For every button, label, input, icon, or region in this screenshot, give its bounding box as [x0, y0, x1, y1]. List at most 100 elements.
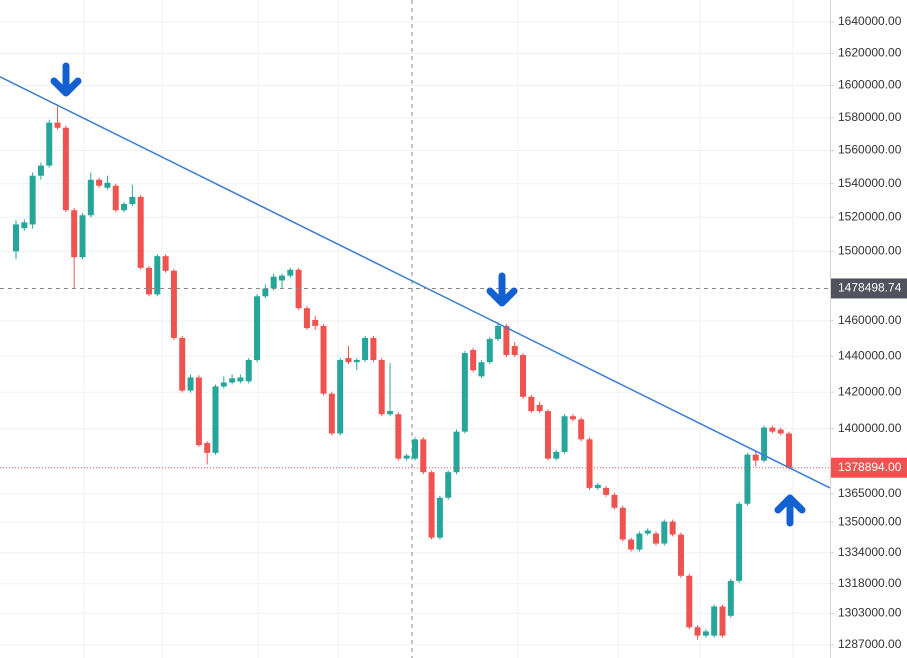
candle-body: [320, 325, 327, 394]
crosshair-price-label: 1478498.74: [838, 281, 902, 295]
candle-body: [204, 443, 211, 453]
candle-body: [586, 439, 593, 488]
candle-body: [520, 355, 527, 397]
candle-body: [145, 267, 152, 295]
candle-body: [362, 337, 369, 361]
candle-body: [594, 484, 601, 488]
price-axis: 1640000.00 1620000.00 1600000.00 1580000.00…: [830, 14, 907, 651]
y-tick-label: 1460000.00: [838, 313, 902, 327]
candle-body: [387, 411, 394, 415]
candle-body: [702, 631, 709, 636]
candle-body: [669, 521, 676, 535]
y-tick-label: 1400000.00: [838, 421, 902, 435]
candle-body: [653, 533, 660, 544]
last-price-box: [831, 457, 907, 478]
candle-body: [661, 521, 668, 544]
candle-body: [353, 360, 360, 363]
candle-body: [270, 276, 277, 289]
candle-body: [237, 377, 244, 382]
y-tick-label: 1580000.00: [838, 110, 902, 124]
candle-body: [619, 507, 626, 540]
candle-body: [303, 308, 310, 329]
y-tick-label: 1440000.00: [838, 348, 902, 362]
candle-body: [711, 606, 718, 636]
y-tick-label: 1287000.00: [838, 637, 902, 651]
candle-body: [295, 269, 302, 309]
candle-body: [37, 165, 44, 176]
candle-body: [62, 127, 69, 211]
candle-body: [694, 627, 701, 636]
candle-body: [569, 416, 576, 420]
candle-body: [786, 433, 792, 468]
candle-body: [777, 429, 784, 434]
y-tick-label: 1600000.00: [838, 78, 902, 92]
down-arrow: [486, 272, 518, 307]
y-tick-label: 1520000.00: [838, 209, 902, 223]
candle-body: [370, 337, 377, 361]
candle-body: [278, 275, 285, 281]
candle-body: [677, 534, 684, 576]
candle-body: [752, 454, 759, 461]
candle-body: [170, 270, 177, 338]
time-grid: [83, 0, 794, 658]
candle-body: [395, 414, 402, 459]
candle-body: [611, 494, 618, 508]
candle-body: [195, 377, 202, 446]
candle-body: [553, 451, 560, 459]
candle-body: [312, 319, 319, 326]
y-tick-label: 1560000.00: [838, 143, 902, 157]
y-tick-label: 1500000.00: [838, 244, 902, 258]
candle-body: [29, 175, 36, 225]
candle-body: [495, 325, 502, 340]
candle-body: [229, 378, 236, 383]
candle-body: [453, 431, 460, 473]
price-grid: [0, 21, 830, 646]
y-tick-label: 1334000.00: [838, 545, 902, 559]
candle-body: [769, 427, 776, 432]
y-tick-label: 1303000.00: [838, 605, 902, 619]
candle-body: [744, 454, 751, 504]
y-tick-label: 1350000.00: [838, 514, 902, 528]
candle-body: [129, 196, 136, 204]
candle-body: [245, 360, 252, 382]
candle-body: [544, 411, 551, 459]
candle-body: [87, 179, 94, 216]
candle-body: [21, 222, 28, 229]
candle-body: [445, 472, 452, 498]
trend-line: [0, 76, 831, 489]
candle-body: [503, 325, 510, 356]
candle-body: [54, 122, 61, 128]
crosshair-price-box: [831, 278, 907, 299]
candle-body: [736, 503, 743, 581]
candle-body: [528, 396, 535, 412]
down-arrow: [50, 62, 82, 97]
candle-body: [578, 419, 585, 440]
candle-body: [254, 296, 261, 361]
candle-body: [345, 358, 352, 363]
candle-body: [511, 345, 518, 356]
candle-body: [486, 339, 493, 363]
candle-body: [561, 416, 568, 452]
candle-body: [603, 487, 610, 495]
candle-body: [13, 224, 19, 252]
candle-body: [636, 533, 643, 550]
candle-body: [628, 539, 635, 550]
candle-body: [644, 530, 651, 534]
candle-body: [470, 350, 477, 371]
candle-body: [96, 179, 103, 186]
candle-body: [536, 404, 543, 412]
candle-body: [212, 386, 219, 453]
candle-body: [761, 427, 768, 461]
candle-body: [436, 497, 443, 538]
y-tick-label: 1365000.00: [838, 486, 902, 500]
candle-body: [220, 382, 227, 387]
y-tick-label: 1540000.00: [838, 176, 902, 190]
up-arrow: [774, 494, 806, 527]
candle-body: [719, 606, 726, 636]
candle-body: [428, 472, 435, 538]
candle-body: [121, 203, 128, 211]
candle-body: [187, 377, 194, 391]
candle-body: [411, 439, 418, 459]
candle-body: [46, 122, 53, 166]
candle-body: [686, 575, 693, 628]
